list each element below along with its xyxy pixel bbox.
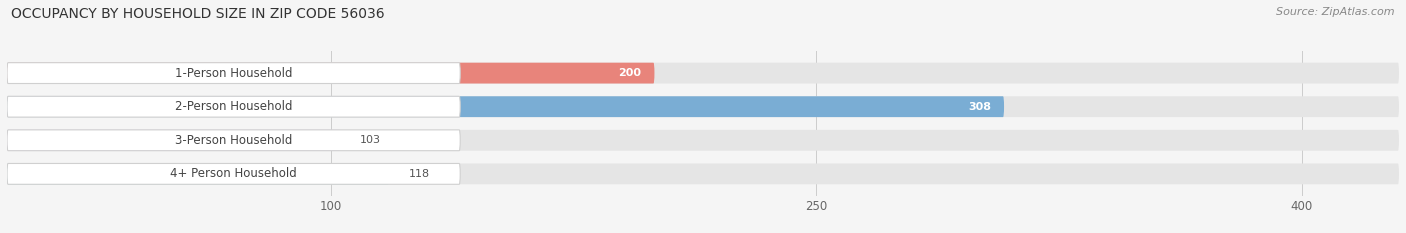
- Text: 118: 118: [408, 169, 430, 179]
- FancyBboxPatch shape: [7, 164, 389, 184]
- Text: 103: 103: [360, 135, 381, 145]
- Text: 200: 200: [619, 68, 641, 78]
- FancyBboxPatch shape: [7, 63, 1399, 83]
- Text: 308: 308: [969, 102, 991, 112]
- Text: 2-Person Household: 2-Person Household: [174, 100, 292, 113]
- Text: Source: ZipAtlas.com: Source: ZipAtlas.com: [1277, 7, 1395, 17]
- Text: 4+ Person Household: 4+ Person Household: [170, 167, 297, 180]
- Text: OCCUPANCY BY HOUSEHOLD SIZE IN ZIP CODE 56036: OCCUPANCY BY HOUSEHOLD SIZE IN ZIP CODE …: [11, 7, 385, 21]
- FancyBboxPatch shape: [7, 130, 340, 151]
- FancyBboxPatch shape: [7, 130, 460, 151]
- FancyBboxPatch shape: [7, 96, 1004, 117]
- FancyBboxPatch shape: [7, 130, 1399, 151]
- FancyBboxPatch shape: [7, 63, 460, 83]
- Text: 3-Person Household: 3-Person Household: [174, 134, 292, 147]
- FancyBboxPatch shape: [7, 63, 654, 83]
- Text: 1-Person Household: 1-Person Household: [174, 67, 292, 80]
- FancyBboxPatch shape: [7, 96, 460, 117]
- FancyBboxPatch shape: [7, 96, 1399, 117]
- FancyBboxPatch shape: [7, 164, 460, 184]
- FancyBboxPatch shape: [7, 164, 1399, 184]
